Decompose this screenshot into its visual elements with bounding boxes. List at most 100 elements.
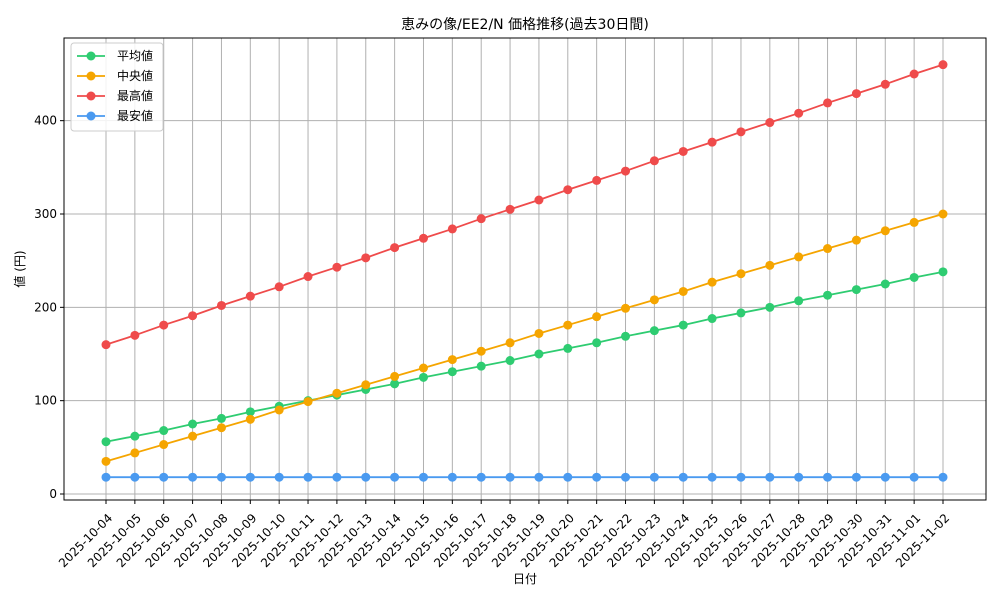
data-point	[274, 472, 284, 482]
data-point	[476, 472, 486, 482]
series-line	[105, 63, 944, 346]
data-point	[101, 456, 111, 466]
data-point	[188, 472, 198, 482]
data-point	[390, 472, 400, 482]
data-point	[880, 472, 890, 482]
data-point	[390, 371, 400, 381]
data-point	[592, 338, 602, 348]
data-point	[245, 407, 255, 417]
data-point	[621, 331, 631, 341]
plot-area-frame	[63, 37, 987, 501]
data-point	[216, 413, 226, 423]
data-point	[592, 312, 602, 322]
data-point	[216, 300, 226, 310]
data-point	[361, 472, 371, 482]
legend-marker	[86, 51, 96, 61]
data-point	[447, 224, 457, 234]
y-tick-label: 300	[34, 207, 57, 221]
data-point	[678, 320, 688, 330]
data-point	[332, 388, 342, 398]
data-point	[765, 118, 775, 128]
grid	[64, 38, 986, 500]
data-point	[418, 233, 428, 243]
data-point	[823, 472, 833, 482]
data-point	[736, 269, 746, 279]
data-point	[794, 252, 804, 262]
data-point	[678, 146, 688, 156]
data-point	[649, 156, 659, 166]
data-point	[823, 244, 833, 254]
data-point	[274, 405, 284, 415]
data-point	[707, 314, 717, 324]
data-point	[909, 272, 919, 282]
data-point	[534, 195, 544, 205]
series-layer	[101, 60, 948, 482]
data-point	[447, 367, 457, 377]
data-point	[649, 295, 659, 305]
data-point	[245, 414, 255, 424]
data-point	[794, 296, 804, 306]
data-point	[101, 472, 111, 482]
data-point	[476, 214, 486, 224]
data-point	[621, 303, 631, 313]
data-point	[418, 372, 428, 382]
data-point	[188, 311, 198, 321]
data-point	[794, 108, 804, 118]
legend-label: 最高値	[117, 88, 153, 103]
data-point	[909, 472, 919, 482]
chart-title: 恵みの像/EE2/N 価格推移(過去30日間)	[401, 17, 649, 33]
data-point	[361, 380, 371, 390]
legend-marker	[86, 111, 96, 121]
data-point	[649, 472, 659, 482]
data-point	[534, 349, 544, 359]
data-point	[101, 437, 111, 447]
axes: 2025-10-042025-10-052025-10-062025-10-07…	[34, 114, 952, 571]
data-point	[765, 472, 775, 482]
data-point	[678, 472, 688, 482]
data-point	[563, 472, 573, 482]
data-point	[880, 79, 890, 89]
data-point	[880, 279, 890, 289]
data-point	[418, 363, 428, 373]
data-point	[851, 235, 861, 245]
data-point	[592, 472, 602, 482]
y-tick-label: 400	[34, 114, 57, 128]
data-point	[938, 472, 948, 482]
data-point	[880, 226, 890, 236]
data-point	[909, 217, 919, 227]
data-point	[621, 472, 631, 482]
data-point	[938, 209, 948, 219]
data-point	[245, 291, 255, 301]
data-point	[736, 127, 746, 137]
data-point	[505, 472, 515, 482]
data-point	[823, 290, 833, 300]
data-point	[188, 419, 198, 429]
data-point	[303, 472, 313, 482]
data-point	[130, 431, 140, 441]
data-point	[505, 356, 515, 366]
data-point	[101, 340, 111, 350]
data-point	[130, 330, 140, 340]
data-point	[159, 440, 169, 450]
data-point	[678, 286, 688, 296]
data-point	[707, 277, 717, 287]
data-point	[505, 338, 515, 348]
series-line	[105, 270, 944, 443]
legend-label: 平均値	[117, 48, 153, 63]
data-point	[621, 166, 631, 176]
legend-marker	[86, 91, 96, 101]
data-point	[332, 472, 342, 482]
data-point	[909, 69, 919, 79]
data-point	[476, 346, 486, 356]
data-point	[130, 448, 140, 458]
legend-marker	[86, 71, 96, 81]
data-point	[505, 204, 515, 214]
data-point	[534, 472, 544, 482]
data-point	[216, 472, 226, 482]
data-point	[390, 379, 400, 389]
data-point	[274, 282, 284, 292]
data-point	[130, 472, 140, 482]
